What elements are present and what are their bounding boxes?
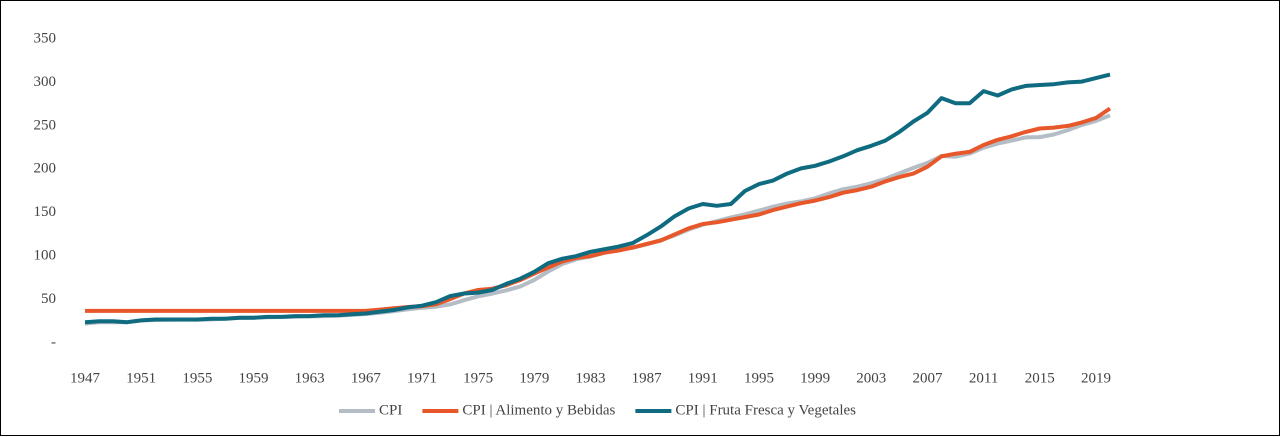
y-tick-label: 350 — [34, 30, 57, 46]
x-tick-label: 1999 — [800, 370, 830, 386]
y-tick-label: 50 — [41, 291, 56, 307]
x-tick-label: 1963 — [295, 370, 325, 386]
x-tick-label: 1995 — [744, 370, 774, 386]
x-tick-label: 1983 — [575, 370, 605, 386]
x-tick-label: 2015 — [1025, 370, 1055, 386]
x-tick-label: 2007 — [912, 370, 943, 386]
series-line — [84, 72, 1111, 325]
x-tick-label: 2011 — [969, 370, 998, 386]
y-tick-label: 250 — [34, 117, 57, 133]
x-tick-label: 1947 — [70, 370, 101, 386]
x-tick-label: 1987 — [632, 370, 663, 386]
x-tick-label: 1991 — [688, 370, 718, 386]
x-tick-label: 1971 — [407, 370, 437, 386]
y-tick-label: 100 — [34, 248, 57, 264]
x-tick-label: 2003 — [856, 370, 886, 386]
x-tick-label: 1967 — [351, 370, 382, 386]
series-line — [85, 106, 1112, 313]
legend-label: CPI — [379, 402, 402, 418]
x-tick-label: 1951 — [126, 370, 156, 386]
legend-label: CPI | Fruta Fresca y Vegetales — [675, 402, 856, 418]
x-tick-label: 1955 — [182, 370, 212, 386]
x-tick-label: 1979 — [519, 370, 549, 386]
y-tick-label: 150 — [34, 204, 57, 220]
y-tick-label: 200 — [34, 161, 57, 177]
x-tick-label: 1975 — [463, 370, 493, 386]
x-tick-label: 2019 — [1081, 370, 1111, 386]
y-tick-label: 300 — [34, 74, 57, 90]
y-tick-label: - — [51, 334, 56, 350]
legend-label: CPI | Alimento y Bebidas — [462, 402, 615, 418]
x-tick-label: 1959 — [239, 370, 269, 386]
